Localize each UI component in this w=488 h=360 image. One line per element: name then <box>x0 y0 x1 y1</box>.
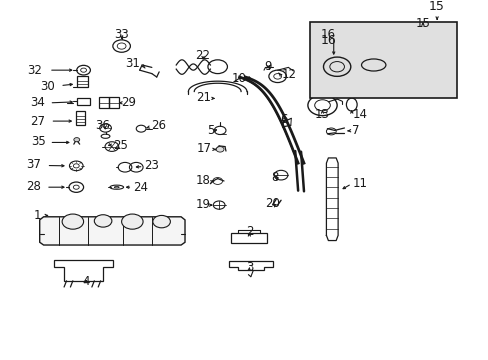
Polygon shape <box>40 217 184 245</box>
Text: 20: 20 <box>265 197 280 210</box>
Circle shape <box>94 215 112 227</box>
Text: 22: 22 <box>195 49 210 62</box>
Text: 23: 23 <box>144 159 159 172</box>
Text: 29: 29 <box>122 96 136 109</box>
Bar <box>77 76 88 87</box>
Text: 27: 27 <box>30 115 45 128</box>
Text: 15: 15 <box>428 0 444 13</box>
Text: 36: 36 <box>96 119 110 132</box>
Bar <box>109 97 119 108</box>
Text: 28: 28 <box>26 180 41 193</box>
Text: 31: 31 <box>124 58 140 71</box>
Text: 17: 17 <box>196 142 211 155</box>
Text: 10: 10 <box>232 72 246 85</box>
Text: 26: 26 <box>151 119 165 132</box>
Text: 34: 34 <box>30 96 44 109</box>
Text: 4: 4 <box>82 275 90 288</box>
Text: 37: 37 <box>26 158 41 171</box>
Text: 16: 16 <box>321 27 335 41</box>
Circle shape <box>122 214 143 229</box>
Text: 12: 12 <box>281 68 296 81</box>
Text: 8: 8 <box>270 171 278 184</box>
Bar <box>77 98 90 105</box>
Bar <box>230 233 267 243</box>
Bar <box>99 97 109 108</box>
Text: 2: 2 <box>245 225 253 238</box>
Bar <box>310 22 456 98</box>
Text: 11: 11 <box>352 177 367 190</box>
Text: 33: 33 <box>114 27 129 41</box>
Text: 9: 9 <box>264 59 271 72</box>
Text: 25: 25 <box>113 139 127 152</box>
Text: 13: 13 <box>314 108 329 121</box>
Circle shape <box>153 215 170 228</box>
Circle shape <box>74 138 80 142</box>
Text: 24: 24 <box>133 181 148 194</box>
Text: 5: 5 <box>206 124 214 137</box>
Bar <box>76 111 85 125</box>
Text: 30: 30 <box>41 80 55 93</box>
Text: 6: 6 <box>279 113 286 126</box>
Circle shape <box>216 147 224 152</box>
Text: 19: 19 <box>195 198 210 211</box>
Text: 3: 3 <box>245 261 253 274</box>
Circle shape <box>62 214 83 229</box>
Text: 1: 1 <box>33 209 41 222</box>
Text: 7: 7 <box>351 124 359 137</box>
Text: 21: 21 <box>196 91 211 104</box>
Text: 32: 32 <box>27 64 42 77</box>
Text: 16: 16 <box>321 34 336 47</box>
Text: 35: 35 <box>31 135 45 148</box>
Text: 15: 15 <box>415 17 429 30</box>
Text: 18: 18 <box>195 175 210 188</box>
Text: 14: 14 <box>352 108 367 121</box>
